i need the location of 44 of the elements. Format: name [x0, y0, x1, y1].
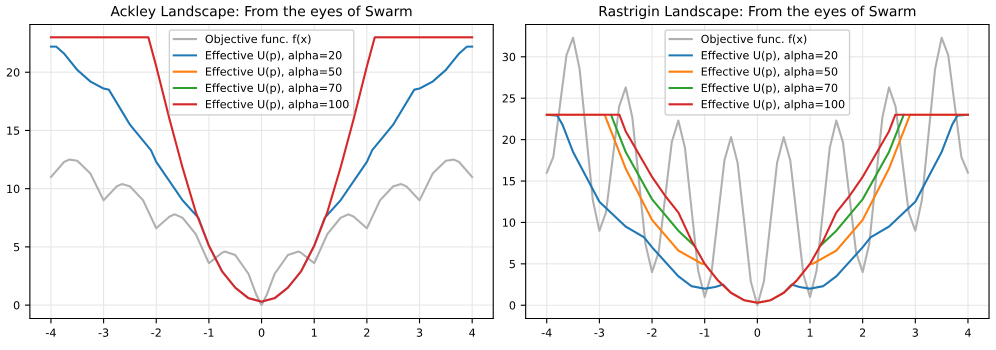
y-tick-label: 0 — [14, 301, 20, 310]
x-tick-label: -3 — [594, 328, 604, 337]
legend-label: Objective func. f(x) — [206, 34, 310, 46]
legend-label: Effective U(p), alpha=100 — [702, 100, 844, 110]
chart-title: Ackley Landscape: From the eyes of Swarm — [110, 6, 412, 20]
legend-label: Effective U(p), alpha=70 — [702, 83, 838, 94]
y-tick-label: 10 — [7, 184, 20, 194]
y-tick-label: 30 — [502, 52, 516, 62]
x-tick-label: -2 — [151, 328, 161, 337]
y-tick-label: 5 — [510, 260, 515, 268]
y-tick-label: 25 — [502, 94, 515, 103]
x-tick-label: -1 — [204, 328, 214, 337]
x-tick-label: 3 — [416, 328, 422, 337]
x-tick-label: -4 — [542, 328, 552, 337]
x-tick-label: -3 — [98, 328, 108, 337]
line-series — [546, 36, 970, 306]
legend-label: Effective U(p), alpha=100 — [206, 100, 349, 110]
x-tick-label: 2 — [860, 328, 866, 337]
y-tick-label: 15 — [503, 177, 515, 186]
legend-label: Effective U(p), alpha=50 — [702, 67, 838, 78]
x-tick-label: -4 — [46, 328, 56, 337]
y-tick-label: 0 — [510, 301, 516, 310]
x-tick-label: 1 — [808, 328, 813, 337]
y-tick-label: 20 — [502, 136, 516, 144]
legend-label: Objective func. f(x) — [701, 34, 806, 46]
x-tick-label: 4 — [469, 328, 476, 337]
x-tick-label: 0 — [754, 328, 760, 337]
x-tick-label: 3 — [912, 328, 918, 337]
y-tick-label: 20 — [6, 68, 20, 77]
x-tick-label: 1 — [312, 328, 317, 337]
y-tick-label: 5 — [14, 243, 20, 252]
legend-label: Effective U(p), alpha=70 — [206, 83, 342, 94]
x-tick-label: 0 — [258, 328, 264, 337]
x-tick-label: 2 — [364, 328, 370, 337]
chart-title: Rastrigin Landscape: From the eyes of Swarm — [600, 6, 916, 20]
x-tick-label: -1 — [700, 328, 710, 337]
y-tick-label: 15 — [7, 126, 20, 135]
x-tick-label: -2 — [647, 328, 656, 337]
legend-label: Effective U(p), alpha=50 — [206, 67, 342, 78]
y-tick-label: 10 — [503, 218, 516, 227]
legend-label: Effective U(p), alpha=20 — [206, 50, 342, 62]
line-series — [50, 158, 474, 306]
legend-label: Effective U(p), alpha=20 — [702, 50, 838, 62]
x-tick-label: 4 — [964, 328, 971, 337]
